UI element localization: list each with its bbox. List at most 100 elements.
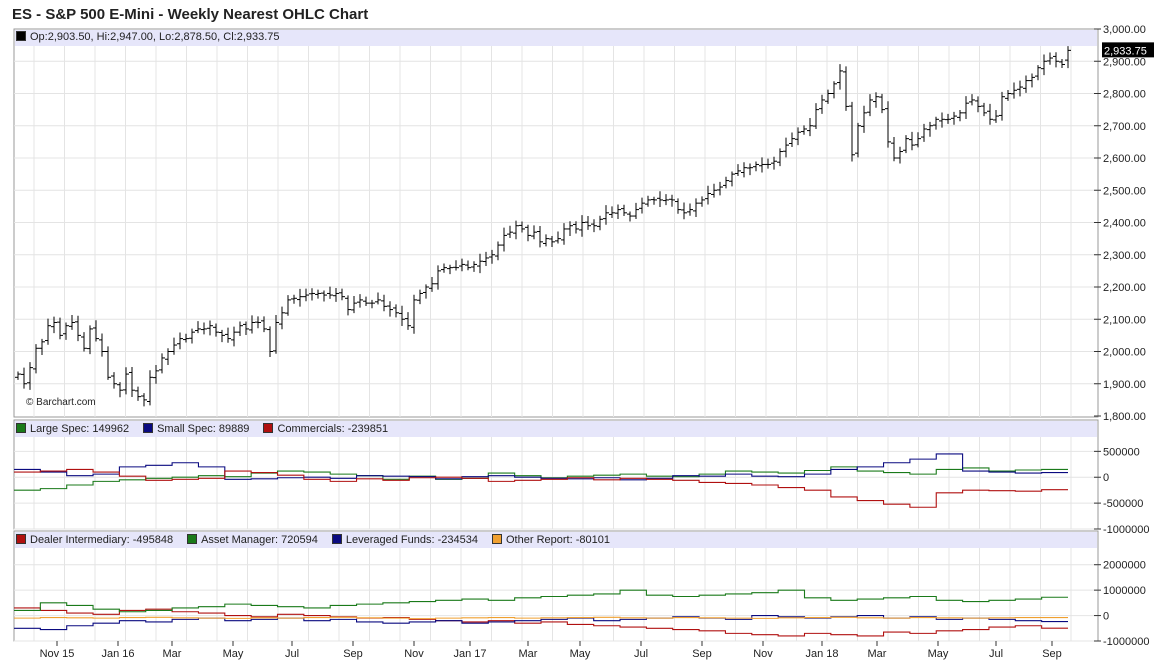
ohlc-bar (531, 225, 537, 240)
ohlc-values: Op:2,903.50, Hi:2,947.00, Lo:2,878.50, C… (30, 31, 280, 43)
ohlc-bar (195, 321, 201, 334)
ohlc-bar (675, 198, 681, 214)
ohlc-bar (525, 224, 531, 242)
ohlc-bar (309, 288, 315, 301)
legend-item: Dealer Intermediary: -495848 (16, 534, 173, 546)
ohlc-bar (891, 137, 897, 162)
ohlc-bar (219, 329, 225, 343)
ohlc-bar (825, 89, 831, 104)
ohlc-bar (579, 215, 585, 237)
legend-item: Asset Manager: 720594 (187, 534, 318, 546)
legend-band (15, 30, 1097, 46)
ohlc-bar (93, 320, 99, 342)
ohlc-bar (1011, 82, 1017, 99)
ohlc-legend: Op:2,903.50, Hi:2,947.00, Lo:2,878.50, C… (16, 31, 280, 43)
ohlc-bar (711, 183, 717, 198)
ohlc-bar (273, 315, 279, 354)
ohlc-bar (459, 258, 465, 272)
legend-swatch (143, 423, 154, 433)
legend-swatch (16, 534, 26, 544)
ohlc-bar (435, 265, 441, 290)
ohlc-bar (837, 64, 843, 90)
ohlc-bar (153, 365, 159, 384)
ohlc-bar (717, 181, 723, 196)
ohlc-bar (981, 102, 987, 117)
ohlc-bar (135, 386, 141, 401)
x-tick-label: Sep (692, 648, 712, 660)
ohlc-bar (141, 393, 147, 407)
panel-frame (13, 530, 1099, 642)
ohlc-bar (279, 306, 285, 330)
legend-band (15, 421, 1097, 437)
legend-swatch (263, 423, 274, 433)
ohlc-bar (285, 295, 291, 316)
x-tick-label: May (928, 648, 949, 660)
ohlc-bar (201, 322, 207, 335)
y-tick-label: 2,000.00 (1103, 347, 1146, 359)
ohlc-bar (597, 215, 603, 231)
y-tick-label: 1,800.00 (1103, 411, 1146, 423)
x-tick-label: Mar (519, 648, 538, 660)
ohlc-bar (159, 353, 165, 374)
ohlc-bar (105, 346, 111, 380)
ohlc-bar (129, 366, 135, 397)
y-tick-label: 2,700.00 (1103, 121, 1146, 133)
ohlc-bar (645, 195, 651, 207)
legend-swatch (492, 534, 502, 544)
ohlc-bar (549, 236, 555, 248)
ohlc-bar (801, 125, 807, 135)
ohlc-bar (369, 299, 375, 309)
ohlc-bar (165, 348, 171, 366)
ohlc-bar (777, 148, 783, 167)
x-tick-label: May (223, 648, 244, 660)
ohlc-bar (1023, 75, 1029, 93)
ohlc-bar (639, 197, 645, 214)
series-line-commercials (14, 468, 1068, 508)
ohlc-bar (213, 323, 219, 337)
ohlc-bar (321, 290, 327, 302)
ohlc-bar (387, 301, 393, 317)
legend-swatch (331, 534, 342, 544)
y-tick-label: 1,900.00 (1103, 379, 1146, 391)
ohlc-bar (657, 191, 663, 208)
ohlc-bar (171, 337, 177, 355)
ohlc-bar (117, 382, 123, 398)
ohlc-bar (603, 205, 609, 225)
y-tick-label: -1000000 (1103, 524, 1150, 536)
ohlc-bar (123, 367, 129, 395)
y-tick-label: 0 (1103, 611, 1109, 623)
ohlc-bar (111, 372, 117, 389)
ohlc-bar (231, 326, 237, 347)
ohlc-bar (663, 194, 669, 206)
ohlc-bar (945, 113, 951, 124)
ohlc-bar (501, 227, 507, 252)
ohlc-bar (315, 289, 321, 299)
chart-title: ES - S&P 500 E-Mini - Weekly Nearest OHL… (12, 6, 369, 23)
ohlc-bar (243, 321, 249, 336)
legend-item: Large Spec: 149962 (16, 423, 129, 435)
ohlc-bar (237, 321, 243, 337)
legend-label: Commercials: -239851 (277, 423, 389, 435)
ohlc-bar (453, 260, 459, 271)
ohlc-bar (429, 277, 435, 292)
legend-label: Other Report: -80101 (506, 534, 610, 546)
ohlc-bar (297, 288, 303, 307)
ohlc-bar (819, 94, 825, 114)
ohlc-bar (393, 304, 399, 318)
series-line-other-report (14, 616, 1068, 620)
ohlc-bar (681, 202, 687, 220)
legend-label: Small Spec: 89889 (157, 423, 250, 435)
y-tick-label: 2000000 (1103, 560, 1146, 572)
cot-legacy-legend: Large Spec: 149962 Small Spec: 89889 Comme… (16, 423, 388, 435)
ohlc-bar (399, 305, 405, 327)
ohlc-bar (39, 338, 45, 356)
ohlc-bar (975, 96, 981, 113)
x-tick-label: Sep (343, 648, 363, 660)
x-tick-label: Jan 18 (805, 648, 838, 660)
ohlc-bar (573, 221, 579, 234)
ohlc-bar (621, 204, 627, 217)
ohlc-bar (951, 111, 957, 125)
y-tick-label: -1000000 (1103, 636, 1150, 648)
ohlc-bar (303, 288, 309, 302)
ohlc-bar (921, 123, 927, 142)
